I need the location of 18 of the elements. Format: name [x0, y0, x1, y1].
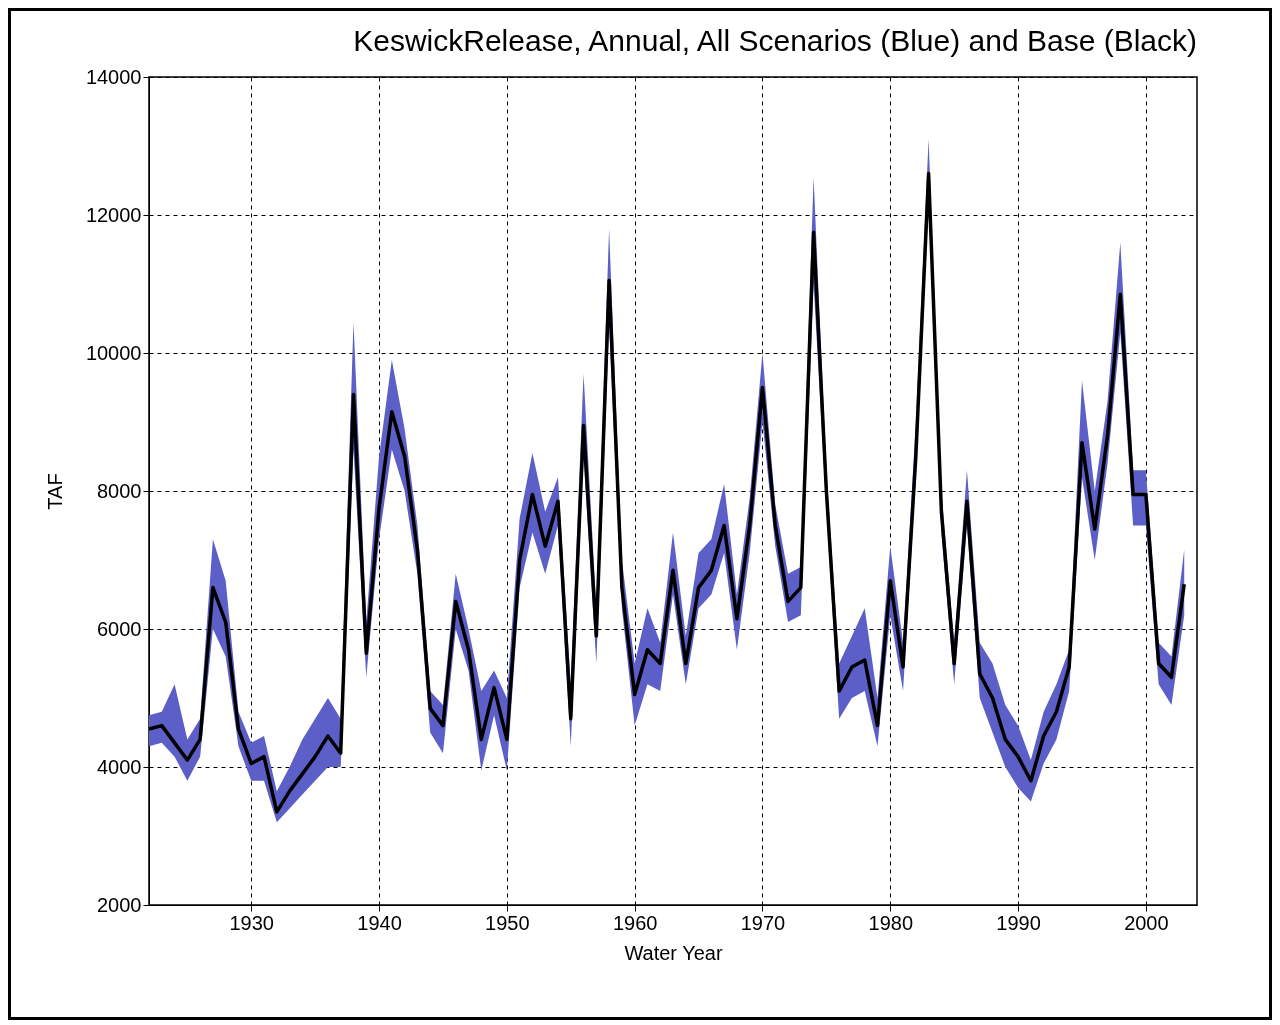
x-tick-label: 1930	[229, 911, 274, 934]
y-tick-label: 14000	[85, 65, 142, 88]
y-tick-label: 2000	[97, 893, 142, 916]
x-tick-label: 2000	[1124, 911, 1169, 934]
y-tick-label: 4000	[97, 755, 142, 778]
x-tick-label: 1990	[996, 911, 1041, 934]
x-axis-title: Water Year	[624, 941, 723, 964]
y-axis-title: TAF	[43, 473, 66, 510]
x-tick-label: 1960	[612, 911, 658, 934]
x-tick-label: 1970	[740, 911, 786, 934]
y-tick-label: 6000	[97, 617, 142, 640]
y-tick-label: 8000	[97, 479, 142, 502]
x-tick-label: 1950	[485, 911, 530, 934]
chart-title: KeswickRelease, Annual, All Scenarios (Blue) and Base (Black)	[353, 24, 1197, 57]
x-tick-label: 1940	[357, 911, 402, 934]
y-tick-label: 12000	[85, 203, 142, 226]
y-tick-label: 10000	[85, 341, 142, 364]
x-tick-label: 1980	[868, 911, 914, 934]
